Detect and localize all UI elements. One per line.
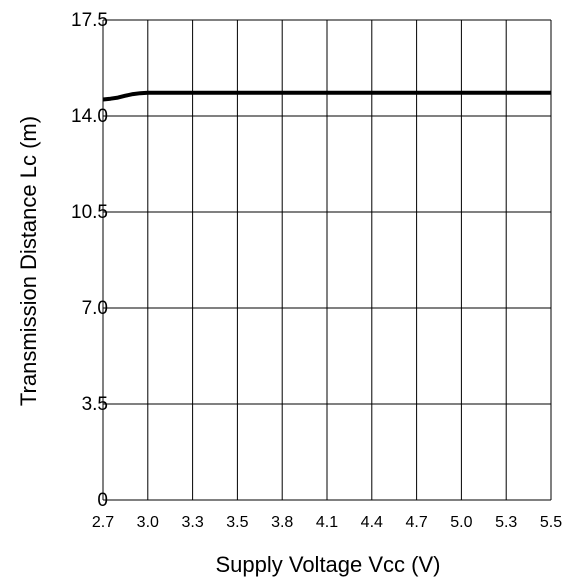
- x-tick-label: 4.7: [405, 514, 427, 531]
- x-tick-label: 5.5: [540, 514, 562, 531]
- x-tick-label: 5.3: [495, 514, 517, 531]
- x-tick-label: 2.7: [92, 514, 114, 531]
- tick-labels: 2.7 3.0 3.3 3.5 3.8 4.1 4.4 4.7 5.0 5.3 5.5 0 3.5 7.0…: [71, 10, 562, 531]
- series-layer: [102, 90, 551, 102]
- y-tick-label: 10.5: [71, 202, 108, 223]
- x-tick-label: 5.0: [450, 514, 472, 531]
- y-tick-label: 0: [97, 490, 108, 511]
- grid: [102, 19, 552, 501]
- x-tick-label: 3.3: [181, 514, 203, 531]
- x-tick-label: 3.8: [271, 514, 293, 531]
- x-tick-label: 4.4: [361, 514, 383, 531]
- y-tick-label: 14.0: [71, 106, 108, 127]
- x-tick-label: 3.0: [137, 514, 159, 531]
- x-tick-label: 4.1: [316, 514, 338, 531]
- x-tick-label: 3.5: [226, 514, 248, 531]
- y-tick-label: 3.5: [82, 394, 108, 415]
- x-axis-title: Supply Voltage Vcc (V): [215, 552, 440, 577]
- y-tick-label: 17.5: [71, 10, 108, 31]
- series-line: [102, 90, 551, 102]
- y-axis-title: Transmission Distance Lc (m): [16, 116, 41, 406]
- y-tick-label: 7.0: [82, 298, 108, 319]
